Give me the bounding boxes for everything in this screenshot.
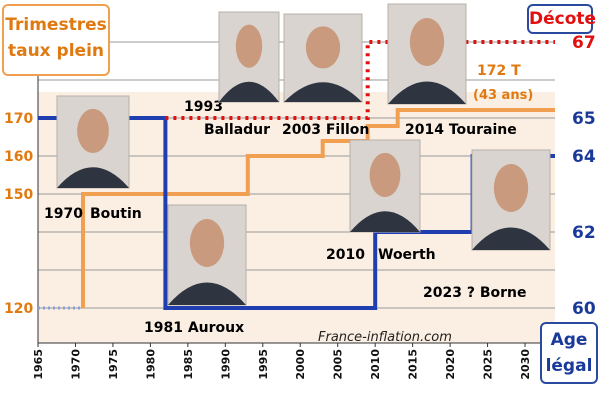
annotation-label: Woerth xyxy=(378,247,436,263)
right-tick-label: 65 xyxy=(572,109,596,129)
series-decote xyxy=(165,40,555,120)
annotation-label: 1970 xyxy=(44,206,83,222)
portrait-fillon-face xyxy=(305,26,341,69)
annotation-label: 2014 Touraine xyxy=(405,122,517,138)
right-tick-label: 62 xyxy=(572,223,596,243)
portrait-auroux-shoulders xyxy=(168,282,246,305)
annotation-label: 1993 xyxy=(184,99,223,115)
annotation-label: 2003 Fillon xyxy=(282,122,369,138)
x-tick-label: 1980 xyxy=(144,349,157,380)
portrait-balladur-shoulders xyxy=(219,81,279,102)
x-tick-label: 2000 xyxy=(294,349,307,380)
portrait-fillon-shoulders xyxy=(284,82,362,102)
annotation-label: 172 T xyxy=(477,63,521,79)
x-tick-label: 2030 xyxy=(519,349,532,380)
portrait-balladur-face xyxy=(235,24,263,68)
left-tick-label: 150 xyxy=(4,187,33,203)
right-axis-title-line2: légal xyxy=(545,356,593,376)
left-tick-label: 160 xyxy=(4,149,33,165)
portrait-borne-shoulders xyxy=(472,227,550,250)
x-tick-label: 1995 xyxy=(257,349,270,380)
decote-label: Décote xyxy=(529,9,597,29)
x-tick-label: 1965 xyxy=(32,349,45,380)
portrait-touraine-face xyxy=(409,18,445,66)
x-tick-label: 2005 xyxy=(332,349,345,380)
left-axis-title-box: Trimestres taux plein xyxy=(2,4,110,76)
portrait-woerth-shoulders xyxy=(350,211,420,232)
x-tick-label: 1990 xyxy=(219,349,232,380)
right-tick-label: 60 xyxy=(572,299,596,319)
portrait-touraine-shoulders xyxy=(388,81,466,104)
portrait-boutin-shoulders xyxy=(57,167,129,188)
annotation-label: Boutin xyxy=(90,206,142,222)
portrait-auroux-face xyxy=(189,219,225,267)
x-tick-label: 2015 xyxy=(407,349,420,380)
right-axis-title-box: Age légal xyxy=(540,322,598,384)
x-tick-label: 2010 xyxy=(369,349,382,380)
left-axis-title-line1: Trimestres xyxy=(5,15,107,35)
annotation-label: 2023 ? Borne xyxy=(423,285,527,301)
annotation-label: (43 ans) xyxy=(473,88,533,103)
portrait-borne-face xyxy=(493,164,529,212)
portrait-woerth-face xyxy=(369,152,401,198)
decote-value-label: 67 xyxy=(572,33,596,53)
decote-label-box: Décote xyxy=(527,4,597,34)
x-tick-label: 1985 xyxy=(182,349,195,380)
watermark-text: France-inflation.com xyxy=(318,330,452,345)
annotation-label: 1981 Auroux xyxy=(144,320,244,336)
left-tick-label: 120 xyxy=(4,301,33,317)
annotation-label: Balladur xyxy=(204,122,270,138)
portrait-boutin-face xyxy=(77,108,109,154)
left-axis-title-line2: taux plein xyxy=(7,41,105,61)
right-tick-label: 64 xyxy=(572,147,596,167)
x-tick-label: 1975 xyxy=(107,349,120,380)
x-tick-label: 2025 xyxy=(482,349,495,380)
x-tick-label: 2020 xyxy=(444,349,457,380)
annotation-label: 2010 xyxy=(326,247,365,263)
left-tick-label: 170 xyxy=(4,111,33,127)
x-tick-label: 1970 xyxy=(69,349,82,380)
series-trimestres xyxy=(81,108,555,308)
right-axis-title-line1: Age xyxy=(550,330,588,350)
